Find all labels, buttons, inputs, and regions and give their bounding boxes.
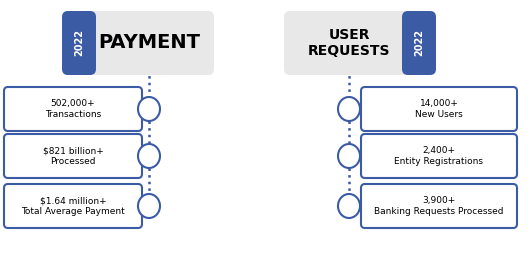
Ellipse shape [138, 194, 160, 218]
FancyBboxPatch shape [361, 87, 517, 131]
Text: 502,000+
Transactions: 502,000+ Transactions [45, 99, 101, 119]
Text: $821 billion+
Processed: $821 billion+ Processed [43, 146, 103, 166]
FancyBboxPatch shape [361, 134, 517, 178]
FancyBboxPatch shape [4, 87, 142, 131]
Ellipse shape [338, 194, 360, 218]
Ellipse shape [138, 97, 160, 121]
Bar [79, 17, 90, 69]
Text: $1.64 million+
Total Average Payment: $1.64 million+ Total Average Payment [21, 196, 125, 216]
Text: USER
REQUESTS: USER REQUESTS [307, 28, 390, 58]
FancyBboxPatch shape [4, 184, 142, 228]
Text: 14,000+
New Users: 14,000+ New Users [415, 99, 463, 119]
Text: 3,900+
Banking Requests Processed: 3,900+ Banking Requests Processed [374, 196, 504, 216]
FancyBboxPatch shape [4, 134, 142, 178]
FancyBboxPatch shape [361, 184, 517, 228]
Text: PAYMENT: PAYMENT [98, 34, 200, 53]
Text: 2,400+
Entity Registrations: 2,400+ Entity Registrations [395, 146, 484, 166]
Text: 2022: 2022 [414, 30, 424, 56]
Ellipse shape [338, 97, 360, 121]
FancyBboxPatch shape [284, 11, 436, 75]
Text: 2022: 2022 [74, 30, 84, 56]
FancyBboxPatch shape [402, 11, 436, 75]
Ellipse shape [338, 144, 360, 168]
FancyBboxPatch shape [62, 11, 214, 75]
Bar [408, 17, 419, 69]
Ellipse shape [138, 144, 160, 168]
FancyBboxPatch shape [62, 11, 96, 75]
